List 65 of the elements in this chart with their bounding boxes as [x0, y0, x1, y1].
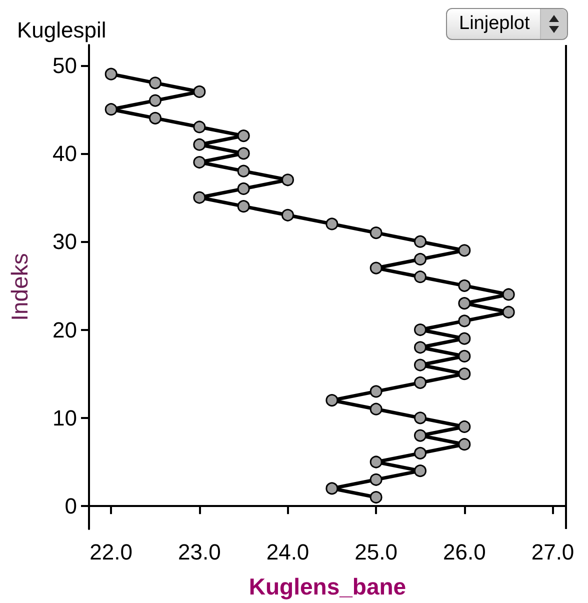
point: [370, 456, 382, 468]
y-tick-label: 50: [52, 52, 77, 78]
point: [326, 218, 338, 230]
point: [414, 235, 426, 248]
point: [237, 130, 250, 142]
point: [414, 429, 426, 442]
x-tick-label: 25.0: [354, 540, 398, 564]
point: [414, 324, 426, 336]
point: [458, 350, 471, 362]
point: [370, 473, 382, 486]
point: [104, 103, 118, 116]
point: [414, 464, 426, 478]
point: [458, 438, 471, 451]
point: [193, 85, 206, 98]
point: [237, 182, 250, 195]
point: [104, 68, 118, 80]
point: [237, 164, 250, 178]
point: [237, 200, 250, 213]
point: [458, 297, 471, 310]
x-tick-label: 27.0: [531, 540, 574, 564]
point: [237, 147, 250, 160]
point: [414, 376, 426, 389]
point: [370, 226, 382, 240]
y-axis-title: Indeks: [6, 253, 32, 321]
point: [414, 446, 426, 460]
point: [414, 252, 426, 266]
point: [502, 288, 515, 301]
point: [370, 491, 382, 504]
point: [282, 208, 294, 222]
point: [458, 332, 471, 345]
x-axis-title: Kuglens_bane: [248, 574, 406, 600]
point: [193, 120, 206, 134]
point: [502, 306, 515, 318]
point: [458, 420, 471, 433]
point: [458, 314, 471, 328]
point: [370, 262, 382, 274]
y-tick-label: 30: [52, 229, 77, 254]
point: [326, 482, 338, 495]
point: [193, 156, 206, 168]
point: [149, 76, 162, 90]
x-tick-label: 26.0: [443, 540, 486, 564]
x-tick-label: 24.0: [266, 540, 310, 564]
point: [414, 412, 426, 424]
point: [370, 385, 382, 398]
y-tick-label: 10: [52, 405, 77, 430]
point: [458, 279, 471, 292]
point: [370, 402, 382, 416]
point: [414, 341, 426, 354]
y-tick-label: 20: [52, 317, 77, 342]
point: [414, 358, 426, 372]
point: [458, 244, 471, 257]
point: [326, 394, 338, 407]
dropdown: Linjeplot: [446, 8, 568, 40]
point: [149, 112, 162, 124]
point: [193, 138, 206, 151]
point: [458, 368, 471, 380]
y-tick-label: 40: [52, 140, 77, 166]
point: [149, 94, 162, 107]
y-tick-label: 0: [64, 494, 77, 519]
point: [193, 191, 206, 204]
chart-title: Kuglespil: [17, 18, 106, 42]
point: [414, 270, 426, 284]
x-tick-label: 23.0: [178, 540, 221, 564]
x-tick-label: 22.0: [90, 540, 132, 564]
point: [282, 174, 294, 186]
